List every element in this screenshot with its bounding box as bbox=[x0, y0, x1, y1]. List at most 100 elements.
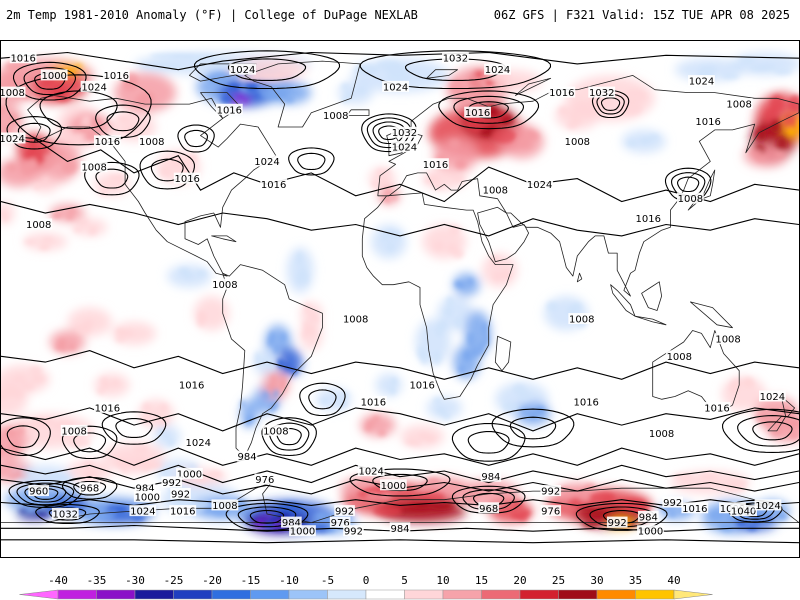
isobar-label-bg bbox=[253, 155, 281, 167]
land-ellesmere bbox=[188, 63, 257, 82]
isobar-label: 1000 bbox=[41, 71, 66, 82]
isobar-label-bg bbox=[342, 313, 370, 325]
land-cuba bbox=[211, 235, 237, 243]
land-africa bbox=[361, 192, 514, 400]
isobar-label-bg bbox=[170, 487, 191, 499]
colorbar-tick-label: -15 bbox=[241, 574, 261, 587]
isobar-ring bbox=[268, 422, 310, 451]
colorbar-tick-label: 35 bbox=[629, 574, 642, 587]
isobar-label-bg bbox=[173, 172, 201, 184]
land-sri-lanka bbox=[576, 272, 583, 283]
isobar-ring bbox=[600, 97, 621, 111]
isobar-ring bbox=[106, 111, 140, 132]
isobar-ring bbox=[276, 427, 302, 446]
isobar-label: 976 bbox=[541, 507, 560, 518]
isobar-ring bbox=[12, 61, 87, 101]
isobar-label-bg bbox=[169, 505, 197, 517]
isobar-label-bg bbox=[391, 141, 418, 153]
isobar-ring bbox=[261, 417, 317, 457]
colorbar-tick-label: 40 bbox=[667, 574, 680, 587]
isobar-label: 1008 bbox=[81, 163, 106, 174]
land-iceland bbox=[346, 109, 370, 116]
colorbar-tick-label: -20 bbox=[202, 574, 222, 587]
isobar-label-bg bbox=[80, 80, 108, 92]
isobar-label-bg bbox=[161, 476, 182, 488]
isobar-label: 1008 bbox=[61, 426, 86, 437]
colorbar-tick-label: -40 bbox=[48, 574, 68, 587]
isobar-label: 1040 bbox=[731, 507, 756, 518]
isobar-ring bbox=[23, 67, 76, 96]
isobar-label: 1016 bbox=[95, 137, 120, 148]
colorbar-swatch bbox=[250, 589, 290, 600]
isobar-label-bg bbox=[665, 350, 693, 362]
isobar-label: 1016 bbox=[104, 71, 129, 82]
isobar-label-bg bbox=[694, 115, 722, 127]
colorbar-swatch bbox=[404, 589, 444, 600]
isobar-label-bg bbox=[606, 516, 628, 528]
isobar-label-bg bbox=[526, 178, 554, 190]
isobar-label-bg bbox=[79, 482, 100, 494]
isobar-ring bbox=[677, 176, 700, 193]
isobar-label: 1008 bbox=[139, 137, 164, 148]
isobar-ring bbox=[596, 93, 625, 115]
land-novaya-zemlya bbox=[514, 77, 552, 96]
isobar-label-bg bbox=[730, 505, 757, 517]
isobar-label: 1008 bbox=[715, 335, 740, 346]
colorbar-swatch bbox=[481, 589, 521, 600]
isobar-label-bg bbox=[28, 485, 49, 497]
land-australia bbox=[652, 330, 740, 412]
isobar-label-bg bbox=[484, 63, 511, 75]
isobar-label-bg bbox=[9, 52, 37, 64]
isobar-label: 1016 bbox=[261, 180, 286, 191]
isobar-ring bbox=[491, 408, 575, 448]
isobar-label-bg bbox=[382, 80, 409, 92]
isobar-label: 1016 bbox=[95, 403, 120, 414]
isobar-label-bg bbox=[422, 158, 449, 170]
isobar-label: 1016 bbox=[174, 174, 199, 185]
isobar-label-bg bbox=[94, 135, 121, 147]
isobar-label: 976 bbox=[255, 475, 274, 486]
isobar-label: 992 bbox=[608, 518, 627, 529]
isobar-label: 1016 bbox=[10, 54, 35, 65]
isobar-label: 1008 bbox=[212, 280, 237, 291]
isobar-ring bbox=[225, 502, 309, 531]
isobar-ring bbox=[95, 168, 129, 189]
isobar-label-bg bbox=[138, 135, 166, 147]
isobar-ring bbox=[359, 50, 552, 90]
isobar-ring bbox=[752, 421, 793, 441]
isobar-label: 1000 bbox=[135, 492, 160, 503]
isobar-label: 1016 bbox=[423, 160, 448, 171]
isobar-ring bbox=[299, 382, 346, 417]
isobar-label: 1016 bbox=[361, 398, 386, 409]
isobar-line bbox=[1, 464, 799, 484]
isobar-label-bg bbox=[229, 63, 257, 75]
land-new-guinea bbox=[690, 301, 733, 329]
land-madagascar bbox=[494, 335, 512, 372]
isobar-label-bg bbox=[134, 482, 156, 494]
land-south-america bbox=[222, 264, 323, 458]
isobar-label: 1000 bbox=[177, 469, 202, 480]
isobar-label-bg bbox=[480, 470, 502, 482]
colorbar-tick-label: 30 bbox=[590, 574, 603, 587]
isobar-label: 984 bbox=[238, 452, 257, 463]
colorbar-tick-label: -5 bbox=[321, 574, 334, 587]
isobar-ring bbox=[602, 510, 641, 524]
colorbar-tick-label: 0 bbox=[363, 574, 370, 587]
isobar-ring bbox=[349, 468, 451, 497]
isobar-label: 992 bbox=[344, 527, 363, 538]
isobar-label: 1032 bbox=[392, 128, 417, 139]
colorbar-swatch bbox=[635, 589, 675, 600]
isobar-label-bg bbox=[178, 379, 206, 390]
isobar-label-bg bbox=[357, 465, 385, 476]
land-eurasia bbox=[377, 75, 799, 297]
isobar-ring bbox=[39, 90, 118, 130]
isobar-label: 1008 bbox=[569, 315, 594, 326]
isobar-label-bg bbox=[236, 450, 258, 462]
isobar-label-bg bbox=[540, 505, 562, 517]
isobar-line bbox=[1, 407, 799, 432]
isobar-line bbox=[1, 350, 799, 380]
isobar-ring bbox=[737, 415, 799, 447]
colorbar-swatch bbox=[173, 589, 213, 600]
colorbar-swatch bbox=[327, 589, 367, 600]
colorbar-swatch bbox=[365, 589, 405, 600]
